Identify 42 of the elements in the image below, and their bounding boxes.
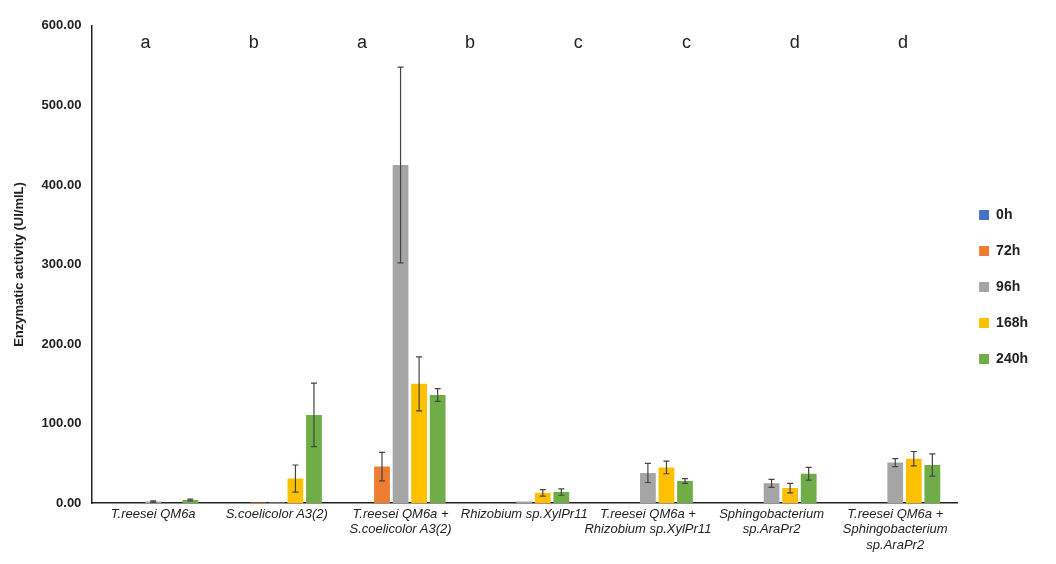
annotation: b — [248, 31, 259, 52]
bar — [374, 466, 390, 504]
legend-label: 0h — [996, 205, 1013, 222]
y-tick-label: 0.00 — [56, 494, 82, 510]
x-tick-label: S.coelicolor A3(2) — [225, 505, 328, 521]
bar — [429, 394, 446, 504]
bar — [905, 458, 922, 504]
bar — [392, 165, 409, 504]
bar — [306, 414, 322, 504]
y-tick-label: 500.00 — [41, 96, 82, 112]
y-tick-label: 400.00 — [41, 176, 82, 192]
y-tick-label: 100.00 — [41, 415, 82, 431]
annotation: b — [465, 31, 476, 52]
bar — [553, 492, 570, 504]
bar — [782, 488, 799, 504]
x-tick-label: T.reesei QM6a + S.coelicolor A3(2) — [349, 505, 452, 537]
annotation: a — [356, 31, 368, 52]
bar — [534, 492, 551, 504]
annotation: d — [789, 31, 800, 52]
bar — [924, 465, 941, 504]
bar — [763, 483, 780, 504]
bar — [800, 473, 817, 504]
legend-label: 72h — [996, 241, 1021, 258]
annotation: d — [897, 31, 908, 52]
x-tick-label: Sphingobacterium sp.AraPr2 — [719, 505, 825, 537]
y-axis-title: Enzymatic activity (UI/mlL) — [11, 182, 27, 347]
y-tick-label: 200.00 — [41, 335, 82, 351]
annotation: c — [682, 31, 692, 52]
bar — [887, 462, 904, 504]
x-tick-label: T.reesei QM6a + Sphingobacterium sp.AraPr2 — [842, 505, 948, 552]
y-tick-label: 600.00 — [41, 17, 82, 33]
bar — [658, 467, 675, 504]
bar — [640, 472, 656, 504]
y-tick-label: 300.00 — [41, 256, 82, 272]
legend-label: 96h — [996, 277, 1021, 294]
annotation: c — [573, 31, 583, 52]
legend-label: 168h — [996, 313, 1029, 330]
bar — [677, 480, 693, 504]
x-tick-label: T.reesei QM6a — [110, 505, 196, 521]
legend-label: 240h — [996, 349, 1029, 366]
bar — [411, 383, 427, 504]
annotation: a — [140, 31, 152, 52]
